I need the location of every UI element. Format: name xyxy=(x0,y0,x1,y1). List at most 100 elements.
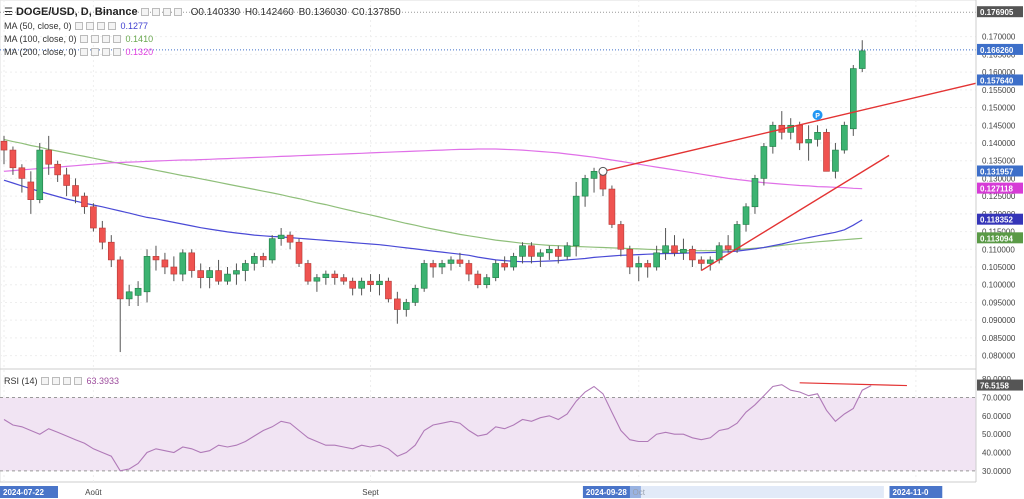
ma200-value: 0.1320 xyxy=(125,47,154,57)
close-icon[interactable] xyxy=(101,48,110,56)
candle-body xyxy=(581,178,589,197)
eye-icon[interactable] xyxy=(40,377,49,385)
ma100-label: MA (100, close, 0) xyxy=(4,34,77,44)
rsi-tick-label: 60.0000 xyxy=(982,412,1011,421)
candle-body xyxy=(9,149,17,169)
candle-body xyxy=(27,181,35,200)
close-icon[interactable] xyxy=(101,35,110,43)
candle-body xyxy=(215,270,222,282)
settings-icon[interactable] xyxy=(85,22,94,30)
candle-body xyxy=(402,302,410,310)
eye-icon[interactable] xyxy=(74,22,83,30)
candle-body xyxy=(268,238,276,261)
candle-body xyxy=(179,252,187,275)
price-badge-label: 0.127118 xyxy=(980,185,1013,194)
price-badge xyxy=(977,74,1023,86)
time-badge-label: 2024-11-0 xyxy=(892,488,929,497)
more-icon[interactable] xyxy=(112,48,121,56)
candle-body xyxy=(420,263,428,289)
price-badge-label: 0.166260 xyxy=(980,46,1014,55)
eye-icon[interactable] xyxy=(79,48,88,56)
close-icon[interactable] xyxy=(62,377,71,385)
ma200-legend[interactable]: MA (200, close, 0) 0.1320 xyxy=(4,47,153,57)
price-badge-label: 0.176905 xyxy=(980,8,1014,17)
rsi-legend[interactable]: RSI (14) 63.3933 xyxy=(4,376,119,386)
candle-body xyxy=(170,266,178,275)
candle-body xyxy=(242,263,249,271)
settings-icon[interactable] xyxy=(151,8,160,16)
candle-body xyxy=(63,174,70,186)
candle-body xyxy=(36,149,44,200)
candle-body xyxy=(617,224,625,250)
ma100-legend[interactable]: MA (100, close, 0) 0.1410 xyxy=(4,34,153,44)
time-label: Sept xyxy=(362,488,379,497)
candle-body xyxy=(563,245,571,257)
candle-body xyxy=(18,167,26,179)
candle-body xyxy=(224,273,231,282)
candle-body xyxy=(322,273,330,278)
close-icon[interactable] xyxy=(162,8,171,16)
candle-body xyxy=(259,256,267,261)
more-icon[interactable] xyxy=(112,35,121,43)
price-tick-label: 0.090000 xyxy=(982,316,1016,325)
rsi-label: RSI (14) xyxy=(4,376,38,386)
trendline xyxy=(700,154,890,272)
trendline xyxy=(602,79,988,173)
candle-body xyxy=(349,280,356,289)
candle-body xyxy=(751,178,759,208)
more-icon[interactable] xyxy=(107,22,116,30)
candle-body xyxy=(546,248,553,254)
price-badge-label: 0.131957 xyxy=(980,167,1014,176)
price-marker-label: P xyxy=(815,113,820,120)
settings-icon[interactable] xyxy=(51,377,60,385)
candle-body xyxy=(796,124,803,144)
ma50-legend[interactable]: MA (50, close, 0) 0.1277 xyxy=(4,21,148,31)
open-value: O0.140330 xyxy=(190,6,241,18)
candle-body xyxy=(465,263,473,275)
candle-body xyxy=(340,277,348,282)
candle-body xyxy=(510,256,517,268)
ma50-label: MA (50, close, 0) xyxy=(4,21,72,31)
settings-icon[interactable] xyxy=(90,48,99,56)
eye-icon[interactable] xyxy=(79,35,88,43)
time-badge-label: 2024-09-28 xyxy=(586,488,627,497)
candle-body xyxy=(653,252,660,268)
candle-body xyxy=(483,277,491,286)
price-tick-label: 0.160000 xyxy=(982,68,1016,77)
price-badge xyxy=(977,6,1023,18)
rsi-polyline xyxy=(3,384,872,472)
candle-body xyxy=(787,124,795,133)
candle-body xyxy=(152,256,160,261)
candle-body xyxy=(519,245,526,257)
candle-body xyxy=(724,245,732,250)
eye-icon[interactable] xyxy=(140,8,149,16)
price-tick-label: 0.145000 xyxy=(982,121,1016,130)
time-badge xyxy=(0,486,58,498)
candle-body xyxy=(635,263,643,268)
candle-body xyxy=(662,245,669,254)
time-badge-label: 2024-07-22 xyxy=(3,488,44,497)
candle-body xyxy=(367,280,374,286)
price-badge xyxy=(977,43,1023,55)
candle-body xyxy=(277,234,285,239)
rsi-badge xyxy=(977,379,1023,391)
more-icon[interactable] xyxy=(173,8,182,16)
settings-icon[interactable] xyxy=(90,35,99,43)
ohlc-values: O0.140330 H0.142460 B0.136030 C0.137850 xyxy=(191,7,403,18)
collapse-icon[interactable]: ☰ xyxy=(4,6,13,18)
candle-body xyxy=(0,140,8,151)
rsi-tick-label: 30.0000 xyxy=(982,467,1011,476)
more-icon[interactable] xyxy=(73,377,82,385)
price-tick-label: 0.135000 xyxy=(982,157,1016,166)
ma200-label: MA (200, close, 0) xyxy=(4,47,77,57)
candle-body xyxy=(376,280,383,286)
price-tick-label: 0.110000 xyxy=(982,245,1015,254)
candle-body xyxy=(554,248,562,257)
rsi-tick-label: 50.0000 xyxy=(982,430,1011,439)
close-icon[interactable] xyxy=(96,22,105,30)
candle-body xyxy=(304,263,312,282)
candle-body xyxy=(671,245,678,254)
symbol-label: DOGE/USD, D, Binance xyxy=(15,6,138,18)
